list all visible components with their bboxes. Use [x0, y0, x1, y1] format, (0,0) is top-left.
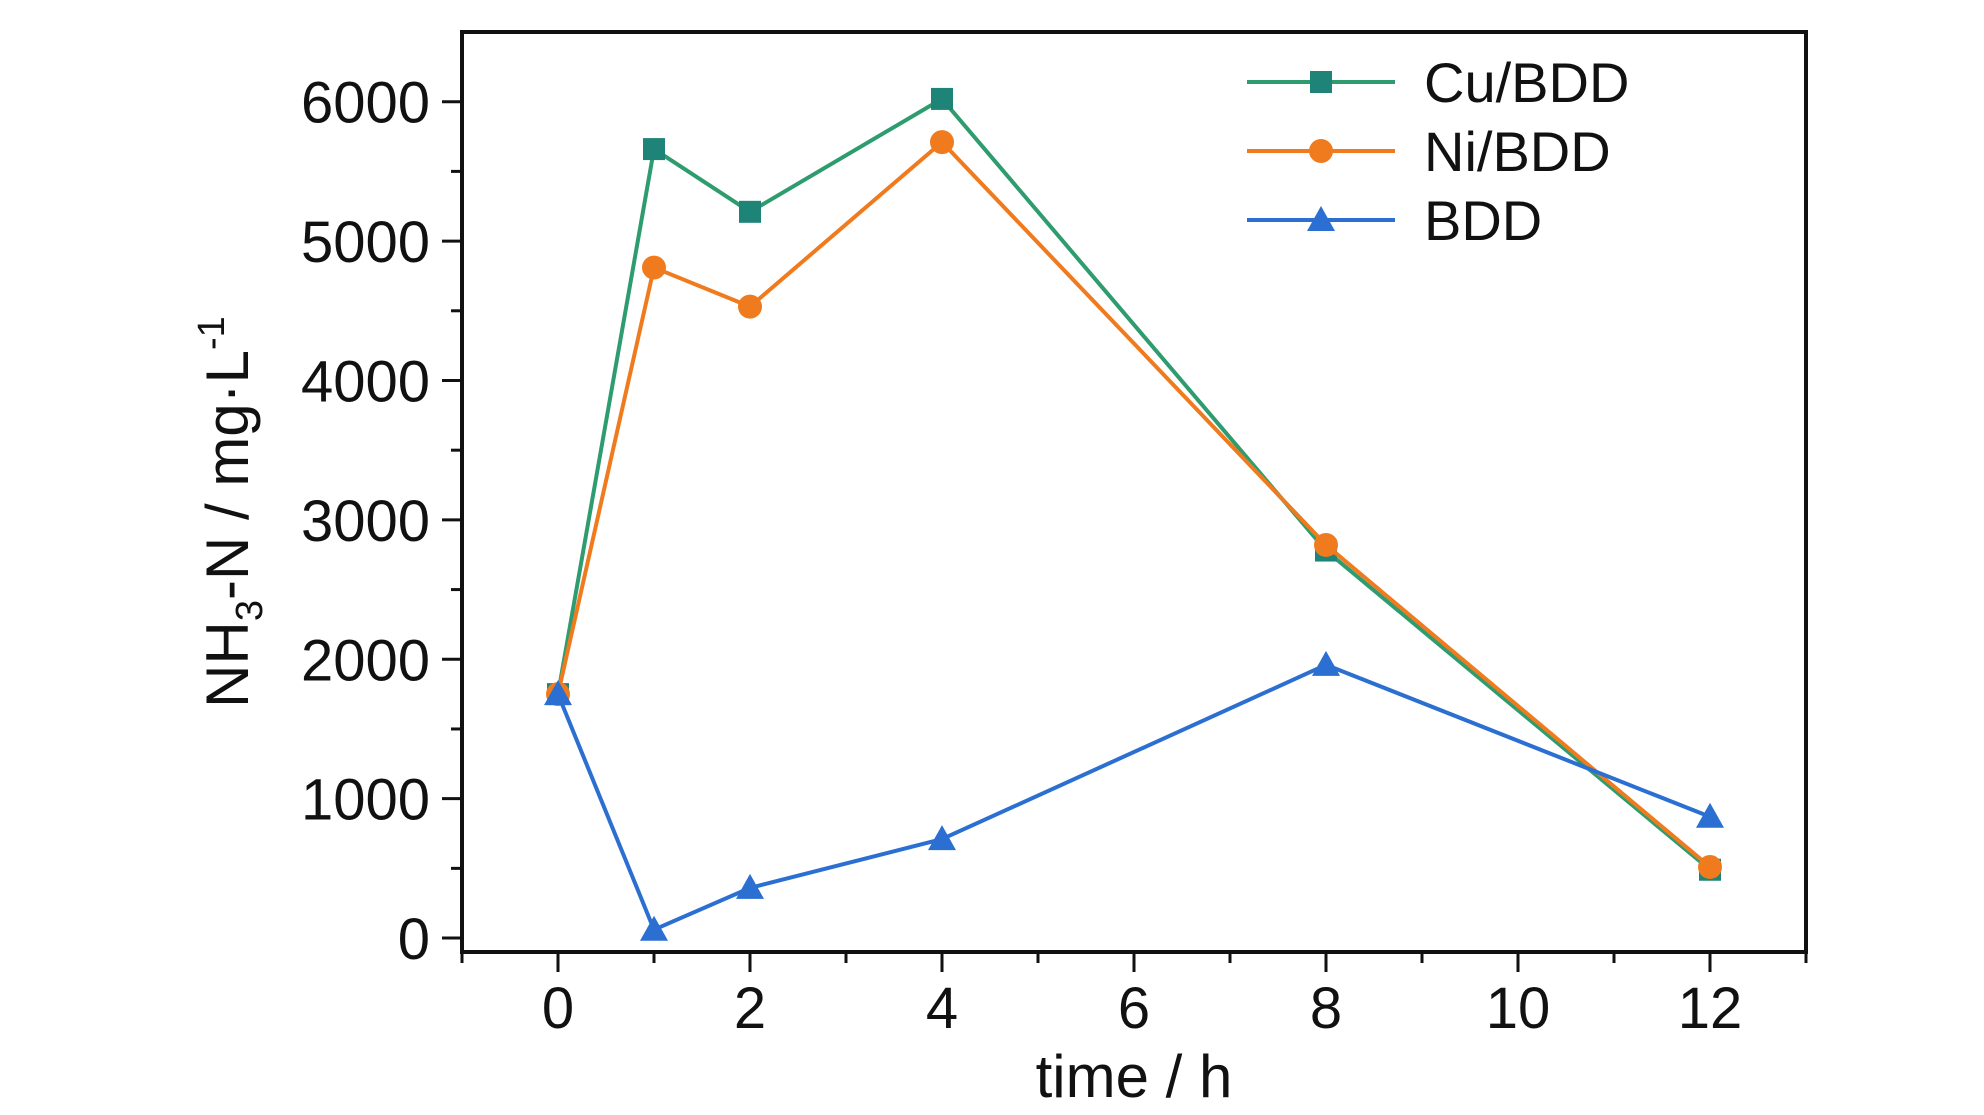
- x-tick-label: 0: [542, 976, 574, 1041]
- legend-item-ni-bdd: Ni/BDD: [1247, 120, 1611, 183]
- data-point-bdd: [1312, 650, 1340, 676]
- y-tick-label: 3000: [301, 489, 430, 554]
- legend-item-bdd: BDD: [1247, 189, 1542, 252]
- legend-marker: [1307, 206, 1335, 231]
- series-cu-bdd: [547, 87, 1721, 881]
- x-tick-label: 8: [1310, 976, 1342, 1041]
- axis-ticks: 0 2 4 6 8 10 12 0 1000 2000 3000 4000 5000 6000: [301, 71, 1808, 1041]
- series-ni-bdd: [546, 130, 1722, 879]
- data-point-ni-bdd: [1698, 854, 1722, 879]
- legend-marker: [1310, 71, 1332, 93]
- x-tick-label: 10: [1486, 976, 1551, 1041]
- legend-label: BDD: [1424, 189, 1542, 252]
- data-point-bdd: [544, 680, 572, 706]
- y-tick-label: 0: [398, 907, 430, 972]
- y-tick-label: 2000: [301, 628, 430, 693]
- x-tick-label: 4: [926, 976, 958, 1041]
- data-point-bdd: [928, 825, 956, 851]
- series-line-cu-bdd: [556, 96, 1712, 872]
- data-point-bdd: [736, 873, 764, 899]
- data-point-cu-bdd: [643, 138, 665, 161]
- legend-item-cu-bdd: Cu/BDD: [1247, 51, 1629, 114]
- data-point-ni-bdd: [1314, 532, 1338, 557]
- y-axis-title-superscript: -1: [191, 316, 233, 350]
- data-point-ni-bdd: [642, 255, 666, 280]
- x-axis-title: time / h: [1036, 1043, 1233, 1110]
- y-axis-title-rest: -N / mg·L: [194, 350, 261, 600]
- series-bdd: [544, 650, 1724, 941]
- y-tick-label: 5000: [301, 210, 430, 275]
- data-point-bdd: [640, 915, 668, 941]
- y-axis-title: NH3-N / mg·L-1: [191, 316, 271, 708]
- data-point-bdd: [1696, 802, 1724, 828]
- y-tick-label: 6000: [301, 71, 430, 136]
- y-tick-label: 4000: [301, 349, 430, 414]
- y-axis-title-main: NH: [194, 621, 261, 708]
- legend-label: Cu/BDD: [1424, 51, 1629, 114]
- data-point-cu-bdd: [739, 200, 761, 223]
- series-layer: [544, 87, 1724, 941]
- data-point-ni-bdd: [738, 294, 762, 319]
- x-tick-label: 2: [734, 976, 766, 1041]
- legend-label: Ni/BDD: [1424, 120, 1611, 183]
- data-point-cu-bdd: [931, 87, 953, 110]
- legend-marker: [1309, 139, 1333, 163]
- y-axis-title-subscript: 3: [229, 600, 271, 621]
- data-point-ni-bdd: [930, 130, 954, 155]
- x-tick-label: 6: [1118, 976, 1150, 1041]
- x-tick-label: 12: [1678, 976, 1743, 1041]
- y-tick-label: 1000: [301, 768, 430, 833]
- series-line-ni-bdd: [556, 140, 1712, 869]
- series-line-bdd: [556, 662, 1711, 932]
